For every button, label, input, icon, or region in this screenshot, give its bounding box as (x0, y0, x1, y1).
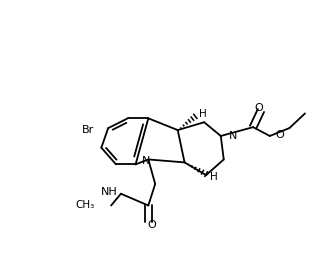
Text: CH₃: CH₃ (75, 200, 94, 210)
Text: NH: NH (101, 187, 118, 197)
Text: O: O (255, 103, 263, 113)
Text: H: H (199, 109, 207, 120)
Text: N: N (229, 131, 237, 141)
Text: N: N (142, 156, 151, 166)
Text: O: O (147, 220, 156, 230)
Text: H: H (210, 172, 218, 182)
Text: O: O (276, 130, 284, 140)
Text: Br: Br (82, 125, 94, 135)
